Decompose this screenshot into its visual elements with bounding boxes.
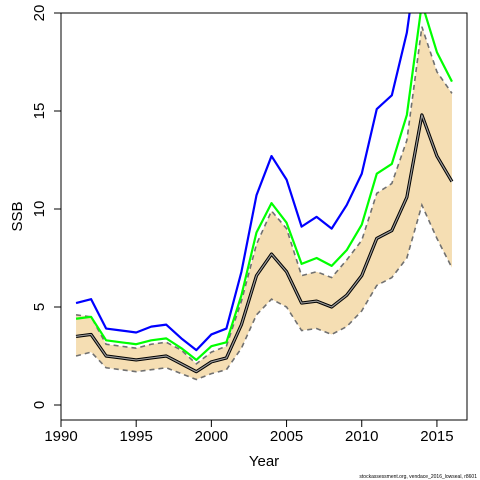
plot-frame xyxy=(60,12,468,421)
x-tick-label-1995: 1995 xyxy=(119,428,152,445)
series-layer xyxy=(75,13,454,374)
y-axis: 0 5 10 15 20 xyxy=(31,5,61,409)
ssb-estimate-line xyxy=(75,114,453,373)
x-tick-label-2010: 2010 xyxy=(345,428,378,445)
lower-bound-line xyxy=(75,202,453,381)
confidence-band-layer xyxy=(75,26,453,381)
y-tick-label-20: 20 xyxy=(31,5,48,22)
y-tick-label-0: 0 xyxy=(31,401,48,409)
y-axis-label: SSB xyxy=(9,201,26,231)
green-series-line xyxy=(75,13,453,362)
confidence-band-area xyxy=(76,26,452,380)
footnote: stockassessment.org, vendace_2016_lowsea… xyxy=(359,474,477,480)
x-tick-label-2015: 2015 xyxy=(420,428,453,445)
blue-series-line xyxy=(75,13,411,352)
x-axis-label: Year xyxy=(249,453,279,470)
x-tick-label-2000: 2000 xyxy=(195,428,228,445)
x-tick-label-1990: 1990 xyxy=(44,428,77,445)
x-axis: 1990 1995 2000 2005 2010 2015 xyxy=(44,420,454,445)
x-tick-label-2005: 2005 xyxy=(270,428,303,445)
y-tick-label-15: 15 xyxy=(31,103,48,120)
y-tick-label-5: 5 xyxy=(31,303,48,311)
y-tick-label-10: 10 xyxy=(31,201,48,218)
